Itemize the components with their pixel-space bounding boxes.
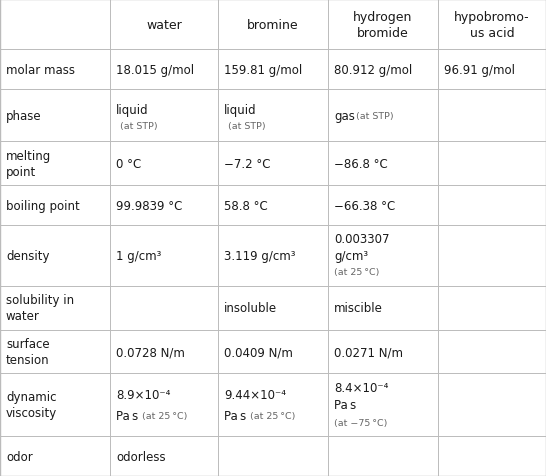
Text: melting
point: melting point: [6, 149, 51, 178]
Text: (at STP): (at STP): [356, 111, 394, 120]
Text: 58.8 °C: 58.8 °C: [224, 199, 268, 212]
Text: (at STP): (at STP): [120, 122, 158, 131]
Text: gas: gas: [334, 109, 355, 122]
Text: (at STP): (at STP): [228, 122, 265, 131]
Text: odor: odor: [6, 450, 33, 463]
Text: surface
tension: surface tension: [6, 337, 50, 366]
Text: 99.9839 °C: 99.9839 °C: [116, 199, 182, 212]
Text: 0 °C: 0 °C: [116, 158, 141, 170]
Text: 0.0271 N/m: 0.0271 N/m: [334, 345, 403, 358]
Text: 9.44×10⁻⁴: 9.44×10⁻⁴: [224, 388, 286, 401]
Text: −7.2 °C: −7.2 °C: [224, 158, 270, 170]
Text: Pa s: Pa s: [116, 409, 138, 422]
Text: 0.0409 N/m: 0.0409 N/m: [224, 345, 293, 358]
Text: Pa s: Pa s: [334, 398, 356, 412]
Text: density: density: [6, 249, 50, 262]
Text: Pa s: Pa s: [224, 409, 246, 422]
Text: 96.91 g/mol: 96.91 g/mol: [444, 63, 515, 77]
Text: 8.9×10⁻⁴: 8.9×10⁻⁴: [116, 388, 170, 401]
Text: molar mass: molar mass: [6, 63, 75, 77]
Text: bromine: bromine: [247, 19, 299, 31]
Text: 8.4×10⁻⁴: 8.4×10⁻⁴: [334, 381, 388, 394]
Text: miscible: miscible: [334, 301, 383, 315]
Text: liquid: liquid: [116, 104, 149, 117]
Text: dynamic
viscosity: dynamic viscosity: [6, 390, 57, 419]
Text: −86.8 °C: −86.8 °C: [334, 158, 388, 170]
Text: 0.0728 N/m: 0.0728 N/m: [116, 345, 185, 358]
Text: (at 25 °C): (at 25 °C): [334, 268, 379, 277]
Text: 18.015 g/mol: 18.015 g/mol: [116, 63, 194, 77]
Text: insoluble: insoluble: [224, 301, 277, 315]
Text: solubility in
water: solubility in water: [6, 294, 74, 322]
Text: 159.81 g/mol: 159.81 g/mol: [224, 63, 302, 77]
Text: (at −75 °C): (at −75 °C): [334, 418, 387, 427]
Text: 0.003307: 0.003307: [334, 233, 389, 246]
Text: hydrogen
bromide: hydrogen bromide: [353, 10, 413, 40]
Text: 80.912 g/mol: 80.912 g/mol: [334, 63, 412, 77]
Text: liquid: liquid: [224, 104, 257, 117]
Text: boiling point: boiling point: [6, 199, 80, 212]
Text: (at 25 °C): (at 25 °C): [250, 411, 295, 420]
Text: 3.119 g/cm³: 3.119 g/cm³: [224, 249, 295, 262]
Text: hypobromo-
us acid: hypobromo- us acid: [454, 10, 530, 40]
Text: 1 g/cm³: 1 g/cm³: [116, 249, 162, 262]
Text: g/cm³: g/cm³: [334, 249, 368, 262]
Text: water: water: [146, 19, 182, 31]
Text: odorless: odorless: [116, 450, 165, 463]
Text: phase: phase: [6, 109, 41, 122]
Text: (at 25 °C): (at 25 °C): [142, 411, 187, 420]
Text: −66.38 °C: −66.38 °C: [334, 199, 395, 212]
